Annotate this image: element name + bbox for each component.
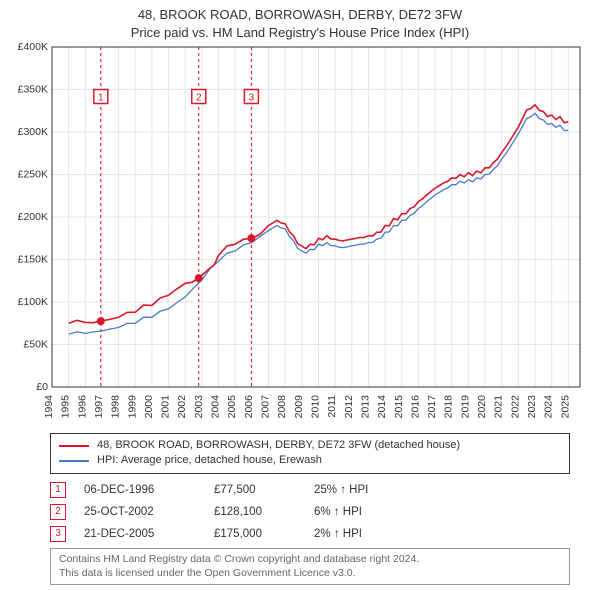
sale-price: £128,100 bbox=[214, 506, 314, 518]
svg-text:2010: 2010 bbox=[309, 395, 321, 419]
svg-text:1997: 1997 bbox=[93, 395, 105, 419]
svg-text:2008: 2008 bbox=[276, 395, 288, 419]
svg-text:2014: 2014 bbox=[376, 395, 388, 419]
svg-text:£300K: £300K bbox=[18, 126, 48, 138]
svg-text:2019: 2019 bbox=[459, 395, 471, 419]
svg-text:2023: 2023 bbox=[526, 395, 538, 419]
chart: £0 £50K £100K £150K £200K £250K £300K £350K £400… bbox=[10, 41, 590, 431]
sales-list: 1 06-DEC-1996£77,50025% ↑ HPI 2 25-OCT-2002… bbox=[50, 482, 570, 542]
svg-text:2021: 2021 bbox=[493, 395, 505, 419]
svg-text:2025: 2025 bbox=[559, 395, 571, 419]
svg-text:2001: 2001 bbox=[160, 395, 172, 419]
title-address: 48, BROOK ROAD, BORROWASH, DERBY, DE72 3… bbox=[0, 6, 600, 24]
svg-text:2004: 2004 bbox=[210, 395, 222, 419]
sale-marker: 1 bbox=[50, 482, 66, 498]
attribution: Contains HM Land Registry data © Crown c… bbox=[50, 548, 570, 585]
svg-text:2013: 2013 bbox=[359, 395, 371, 419]
svg-text:£50K: £50K bbox=[23, 339, 48, 351]
sale-date: 21-DEC-2005 bbox=[84, 528, 214, 540]
svg-text:£350K: £350K bbox=[18, 84, 48, 96]
svg-text:2016: 2016 bbox=[409, 395, 421, 419]
sale-diff: 2% ↑ HPI bbox=[314, 528, 414, 540]
svg-text:2018: 2018 bbox=[443, 395, 455, 419]
svg-text:2020: 2020 bbox=[476, 395, 488, 419]
svg-text:1994: 1994 bbox=[43, 395, 55, 419]
chart-svg: £0 £50K £100K £150K £200K £250K £300K £350K £400… bbox=[10, 41, 590, 431]
legend-row-property: 48, BROOK ROAD, BORROWASH, DERBY, DE72 3… bbox=[59, 438, 561, 453]
sale-date: 25-OCT-2002 bbox=[84, 506, 214, 518]
sale-row: 3 21-DEC-2005£175,0002% ↑ HPI bbox=[50, 526, 570, 542]
sale-diff: 25% ↑ HPI bbox=[314, 484, 414, 496]
svg-text:2: 2 bbox=[196, 93, 202, 104]
svg-text:£0: £0 bbox=[36, 381, 48, 393]
sale-row: 2 25-OCT-2002£128,1006% ↑ HPI bbox=[50, 504, 570, 520]
title-subtitle: Price paid vs. HM Land Registry's House … bbox=[0, 24, 600, 42]
svg-text:2006: 2006 bbox=[243, 395, 255, 419]
svg-text:£250K: £250K bbox=[18, 169, 48, 181]
legend-label-hpi: HPI: Average price, detached house, Erew… bbox=[97, 453, 322, 468]
page-container: 48, BROOK ROAD, BORROWASH, DERBY, DE72 3… bbox=[0, 0, 600, 590]
svg-text:2005: 2005 bbox=[226, 395, 238, 419]
svg-text:1996: 1996 bbox=[76, 395, 88, 419]
svg-text:£400K: £400K bbox=[18, 41, 48, 53]
svg-text:1998: 1998 bbox=[110, 395, 122, 419]
legend-row-hpi: HPI: Average price, detached house, Erew… bbox=[59, 453, 561, 468]
sale-date: 06-DEC-1996 bbox=[84, 484, 214, 496]
legend-swatch-hpi bbox=[59, 460, 89, 462]
svg-text:2009: 2009 bbox=[293, 395, 305, 419]
svg-text:3: 3 bbox=[249, 93, 255, 104]
svg-text:1999: 1999 bbox=[126, 395, 138, 419]
title-block: 48, BROOK ROAD, BORROWASH, DERBY, DE72 3… bbox=[0, 0, 600, 41]
sale-row: 1 06-DEC-1996£77,50025% ↑ HPI bbox=[50, 482, 570, 498]
legend-label-property: 48, BROOK ROAD, BORROWASH, DERBY, DE72 3… bbox=[97, 438, 460, 453]
svg-text:2022: 2022 bbox=[509, 395, 521, 419]
sale-marker: 3 bbox=[50, 526, 66, 542]
legend: 48, BROOK ROAD, BORROWASH, DERBY, DE72 3… bbox=[50, 433, 570, 474]
svg-text:2015: 2015 bbox=[393, 395, 405, 419]
svg-text:2012: 2012 bbox=[343, 395, 355, 419]
svg-text:2003: 2003 bbox=[193, 395, 205, 419]
svg-text:£100K: £100K bbox=[18, 296, 48, 308]
sale-price: £175,000 bbox=[214, 528, 314, 540]
sale-price: £77,500 bbox=[214, 484, 314, 496]
svg-text:2007: 2007 bbox=[260, 395, 272, 419]
svg-text:£150K: £150K bbox=[18, 254, 48, 266]
svg-text:1: 1 bbox=[98, 93, 104, 104]
sale-marker: 2 bbox=[50, 504, 66, 520]
svg-text:£200K: £200K bbox=[18, 211, 48, 223]
svg-text:2011: 2011 bbox=[326, 395, 338, 418]
svg-text:2002: 2002 bbox=[176, 395, 188, 419]
legend-swatch-property bbox=[59, 445, 89, 447]
attribution-line1: Contains HM Land Registry data © Crown c… bbox=[59, 553, 561, 567]
svg-text:2017: 2017 bbox=[426, 395, 438, 419]
svg-text:2000: 2000 bbox=[143, 395, 155, 419]
attribution-line2: This data is licensed under the Open Gov… bbox=[59, 567, 561, 581]
svg-text:2024: 2024 bbox=[543, 395, 555, 419]
sale-diff: 6% ↑ HPI bbox=[314, 506, 414, 518]
svg-text:1995: 1995 bbox=[60, 395, 72, 419]
